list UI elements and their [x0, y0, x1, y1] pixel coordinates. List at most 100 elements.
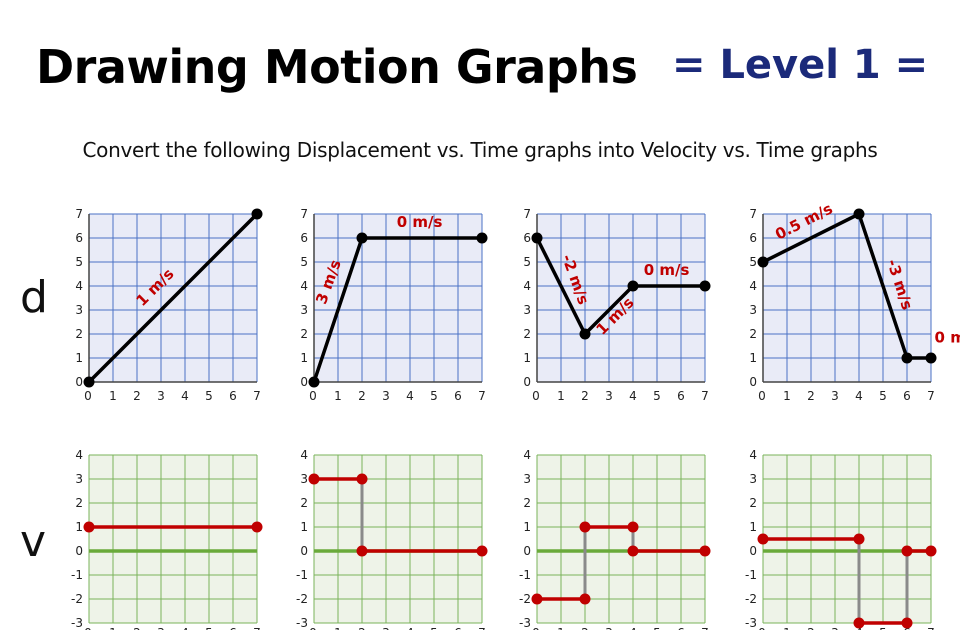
x-tick-label: 2 — [133, 389, 141, 403]
y-tick-label: 2 — [75, 496, 83, 510]
x-tick-label: 0 — [758, 389, 766, 403]
y-tick-label: 1 — [300, 520, 308, 534]
y-tick-label: 0 — [749, 375, 757, 389]
x-tick-label: 1 — [557, 626, 565, 630]
x-tick-label: 4 — [629, 389, 637, 403]
x-tick-label: 7 — [253, 626, 261, 630]
y-tick-label: 0 — [75, 375, 83, 389]
data-point — [579, 328, 591, 340]
velocity-chart-3: 0 1 2 3 4 5 6 7 -3 -2 -1 0 1 2 3 4 — [519, 448, 711, 630]
velocity-row-label: v — [20, 516, 47, 567]
x-tick-label: 7 — [478, 389, 486, 403]
velocity-chart-1: 0 1 2 3 4 5 6 7 -3 -2 -1 0 1 2 3 4 — [71, 448, 263, 630]
x-tick-label: 1 — [557, 389, 565, 403]
y-tick-label: 1 — [749, 351, 757, 365]
x-tick-label: 3 — [605, 626, 613, 630]
data-point — [531, 593, 543, 605]
x-tick-label: 1 — [783, 389, 791, 403]
plot-area — [89, 455, 257, 623]
y-tick-label: 2 — [749, 496, 757, 510]
y-tick-label: 2 — [75, 327, 83, 341]
data-point — [757, 533, 769, 545]
data-point — [925, 352, 937, 364]
x-tick-label: 4 — [181, 389, 189, 403]
y-tick-label: 4 — [523, 279, 531, 293]
data-point — [476, 545, 488, 557]
x-tick-label: 0 — [84, 626, 92, 630]
y-tick-label: 2 — [300, 327, 308, 341]
x-tick-label: 5 — [653, 626, 661, 630]
x-tick-label: 2 — [581, 626, 589, 630]
y-tick-label: 3 — [75, 472, 83, 486]
y-tick-label: -1 — [519, 568, 531, 582]
y-tick-label: 2 — [523, 327, 531, 341]
y-tick-label: 1 — [300, 351, 308, 365]
slope-annotation: 0 m/s — [935, 328, 960, 346]
data-point — [901, 545, 913, 557]
y-tick-label: 0 — [523, 544, 531, 558]
level-indicator: = Level 1 = — [672, 42, 929, 88]
x-tick-label: 1 — [334, 389, 342, 403]
x-tick-label: 2 — [807, 626, 815, 630]
y-tick-label: 1 — [523, 351, 531, 365]
y-tick-label: -1 — [71, 568, 83, 582]
y-tick-label: 0 — [300, 375, 308, 389]
x-tick-label: 6 — [677, 389, 685, 403]
data-point — [853, 208, 865, 220]
y-tick-label: 3 — [300, 472, 308, 486]
y-tick-label: -2 — [296, 592, 308, 606]
plot-area — [763, 214, 931, 382]
instructions: Convert the following Displacement vs. T… — [82, 138, 878, 162]
data-point — [356, 545, 368, 557]
x-tick-label: 2 — [133, 626, 141, 630]
data-point — [83, 376, 95, 388]
data-point — [853, 533, 865, 545]
x-tick-label: 3 — [831, 626, 839, 630]
x-tick-label: 4 — [855, 389, 863, 403]
y-tick-label: 5 — [749, 255, 757, 269]
x-tick-label: 2 — [807, 389, 815, 403]
x-tick-label: 6 — [229, 389, 237, 403]
velocity-chart-2: 0 1 2 3 4 5 6 7 -3 -2 -1 0 1 2 3 4 — [296, 448, 488, 630]
data-point — [579, 521, 591, 533]
y-tick-label: 5 — [523, 255, 531, 269]
y-tick-label: 3 — [75, 303, 83, 317]
x-tick-label: 2 — [358, 626, 366, 630]
data-point — [901, 617, 913, 629]
slope-annotation: 0 m/s — [397, 213, 443, 231]
y-tick-label: 6 — [523, 231, 531, 245]
y-tick-label: 2 — [523, 496, 531, 510]
y-tick-label: -2 — [519, 592, 531, 606]
x-tick-label: 6 — [229, 626, 237, 630]
x-tick-label: 0 — [84, 389, 92, 403]
y-tick-label: -3 — [519, 616, 531, 630]
x-tick-label: 6 — [903, 389, 911, 403]
y-tick-label: 2 — [300, 496, 308, 510]
x-tick-label: 4 — [181, 626, 189, 630]
x-tick-label: 4 — [629, 626, 637, 630]
y-tick-label: 1 — [749, 520, 757, 534]
y-tick-label: 1 — [75, 520, 83, 534]
x-tick-label: 1 — [109, 389, 117, 403]
y-tick-label: 4 — [300, 448, 308, 462]
x-tick-label: 0 — [532, 389, 540, 403]
x-tick-label: 5 — [879, 389, 887, 403]
x-tick-label: 3 — [157, 389, 165, 403]
data-point — [627, 545, 639, 557]
data-point — [356, 232, 368, 244]
data-point — [925, 545, 937, 557]
displacement-row-label: d — [20, 272, 48, 323]
x-tick-label: 5 — [205, 389, 213, 403]
y-tick-label: -3 — [71, 616, 83, 630]
data-point — [476, 232, 488, 244]
y-tick-label: -2 — [745, 592, 757, 606]
x-tick-label: 5 — [430, 389, 438, 403]
displacement-line — [762, 212, 931, 360]
data-point — [531, 232, 543, 244]
y-tick-label: 4 — [749, 279, 757, 293]
y-tick-label: 0 — [523, 375, 531, 389]
data-point — [901, 352, 913, 364]
